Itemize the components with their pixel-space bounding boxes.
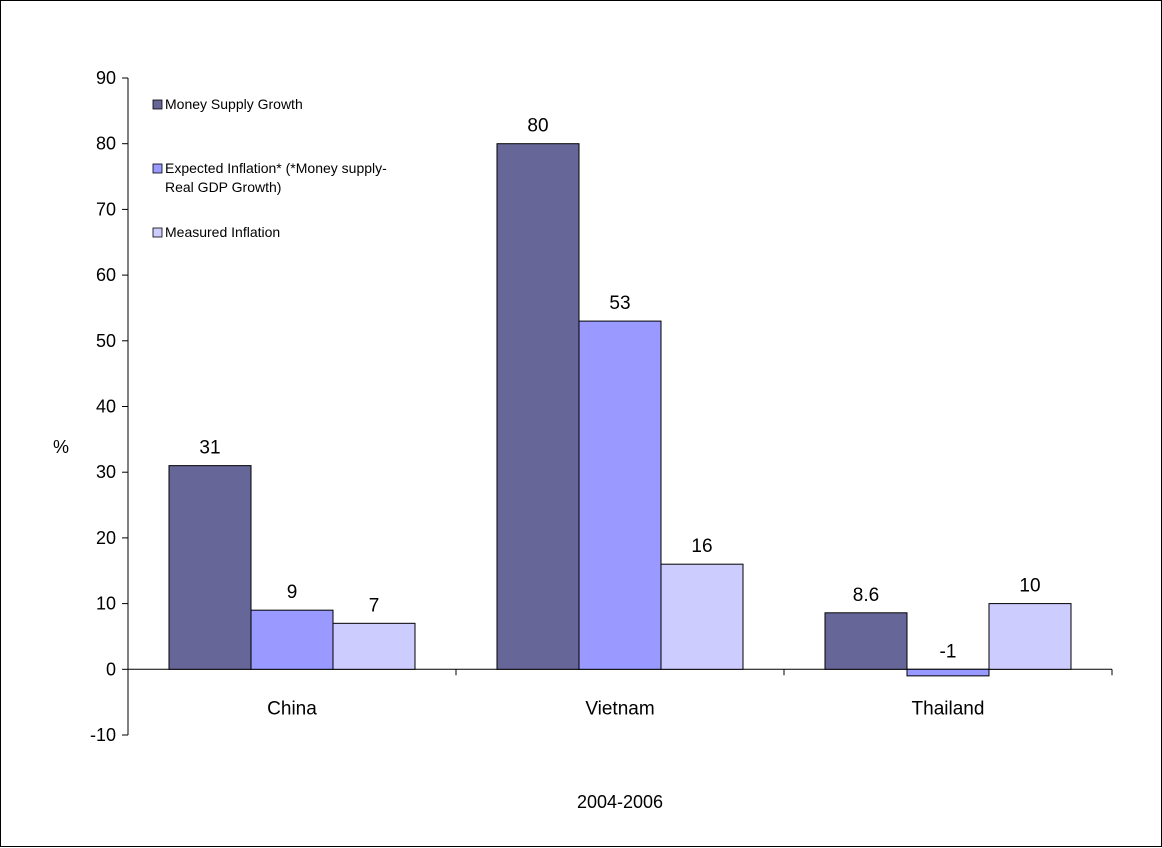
data-label: 80 xyxy=(527,116,548,137)
legend-entry: Expected Inflation* (*Money supply- xyxy=(165,160,387,176)
data-label: 31 xyxy=(199,438,220,459)
y-tick-label: 40 xyxy=(96,397,116,417)
bar xyxy=(250,609,334,670)
x-category-label: Vietnam xyxy=(585,698,654,719)
y-tick-label: 60 xyxy=(96,265,116,285)
bar xyxy=(906,668,990,677)
x-category-label: Thailand xyxy=(912,698,985,719)
y-tick-label: 90 xyxy=(96,68,116,88)
y-tick-label: 0 xyxy=(106,659,116,679)
bar xyxy=(660,563,744,670)
y-tick-label: 10 xyxy=(96,594,116,614)
legend-swatch xyxy=(152,227,163,238)
bar xyxy=(988,603,1072,670)
legend-entry: Money Supply Growth xyxy=(165,96,303,112)
legend-swatch xyxy=(152,99,163,110)
bar xyxy=(168,465,252,670)
y-tick-label: 30 xyxy=(96,462,116,482)
legend-entry: Measured Inflation xyxy=(165,224,280,240)
legend: Money Supply Growth Expected Inflation* (… xyxy=(152,96,387,240)
bar xyxy=(578,320,662,670)
y-tick-label: -10 xyxy=(90,725,116,745)
data-labels: 31 9 7 80 53 16 8.6 -1 10 xyxy=(199,116,1040,663)
x-axis-title: 2004-2006 xyxy=(577,792,663,812)
bar xyxy=(496,143,580,670)
data-label: 7 xyxy=(369,595,380,616)
data-label: 9 xyxy=(287,582,298,603)
y-axis-title: % xyxy=(53,437,69,457)
data-label: -1 xyxy=(940,641,957,662)
legend-swatch xyxy=(152,163,163,174)
y-tick-label: 50 xyxy=(96,331,116,351)
y-tick-label: 20 xyxy=(96,528,116,548)
bar xyxy=(332,622,416,670)
y-tick-label: 80 xyxy=(96,134,116,154)
bars xyxy=(168,143,1072,677)
data-label: 53 xyxy=(609,293,630,314)
y-tick-label: 70 xyxy=(96,199,116,219)
bar xyxy=(824,612,908,670)
x-category-label: China xyxy=(267,698,317,719)
legend-entry: Real GDP Growth) xyxy=(165,179,281,195)
data-label: 16 xyxy=(691,536,712,557)
data-label: 8.6 xyxy=(853,585,879,606)
data-label: 10 xyxy=(1019,576,1040,597)
